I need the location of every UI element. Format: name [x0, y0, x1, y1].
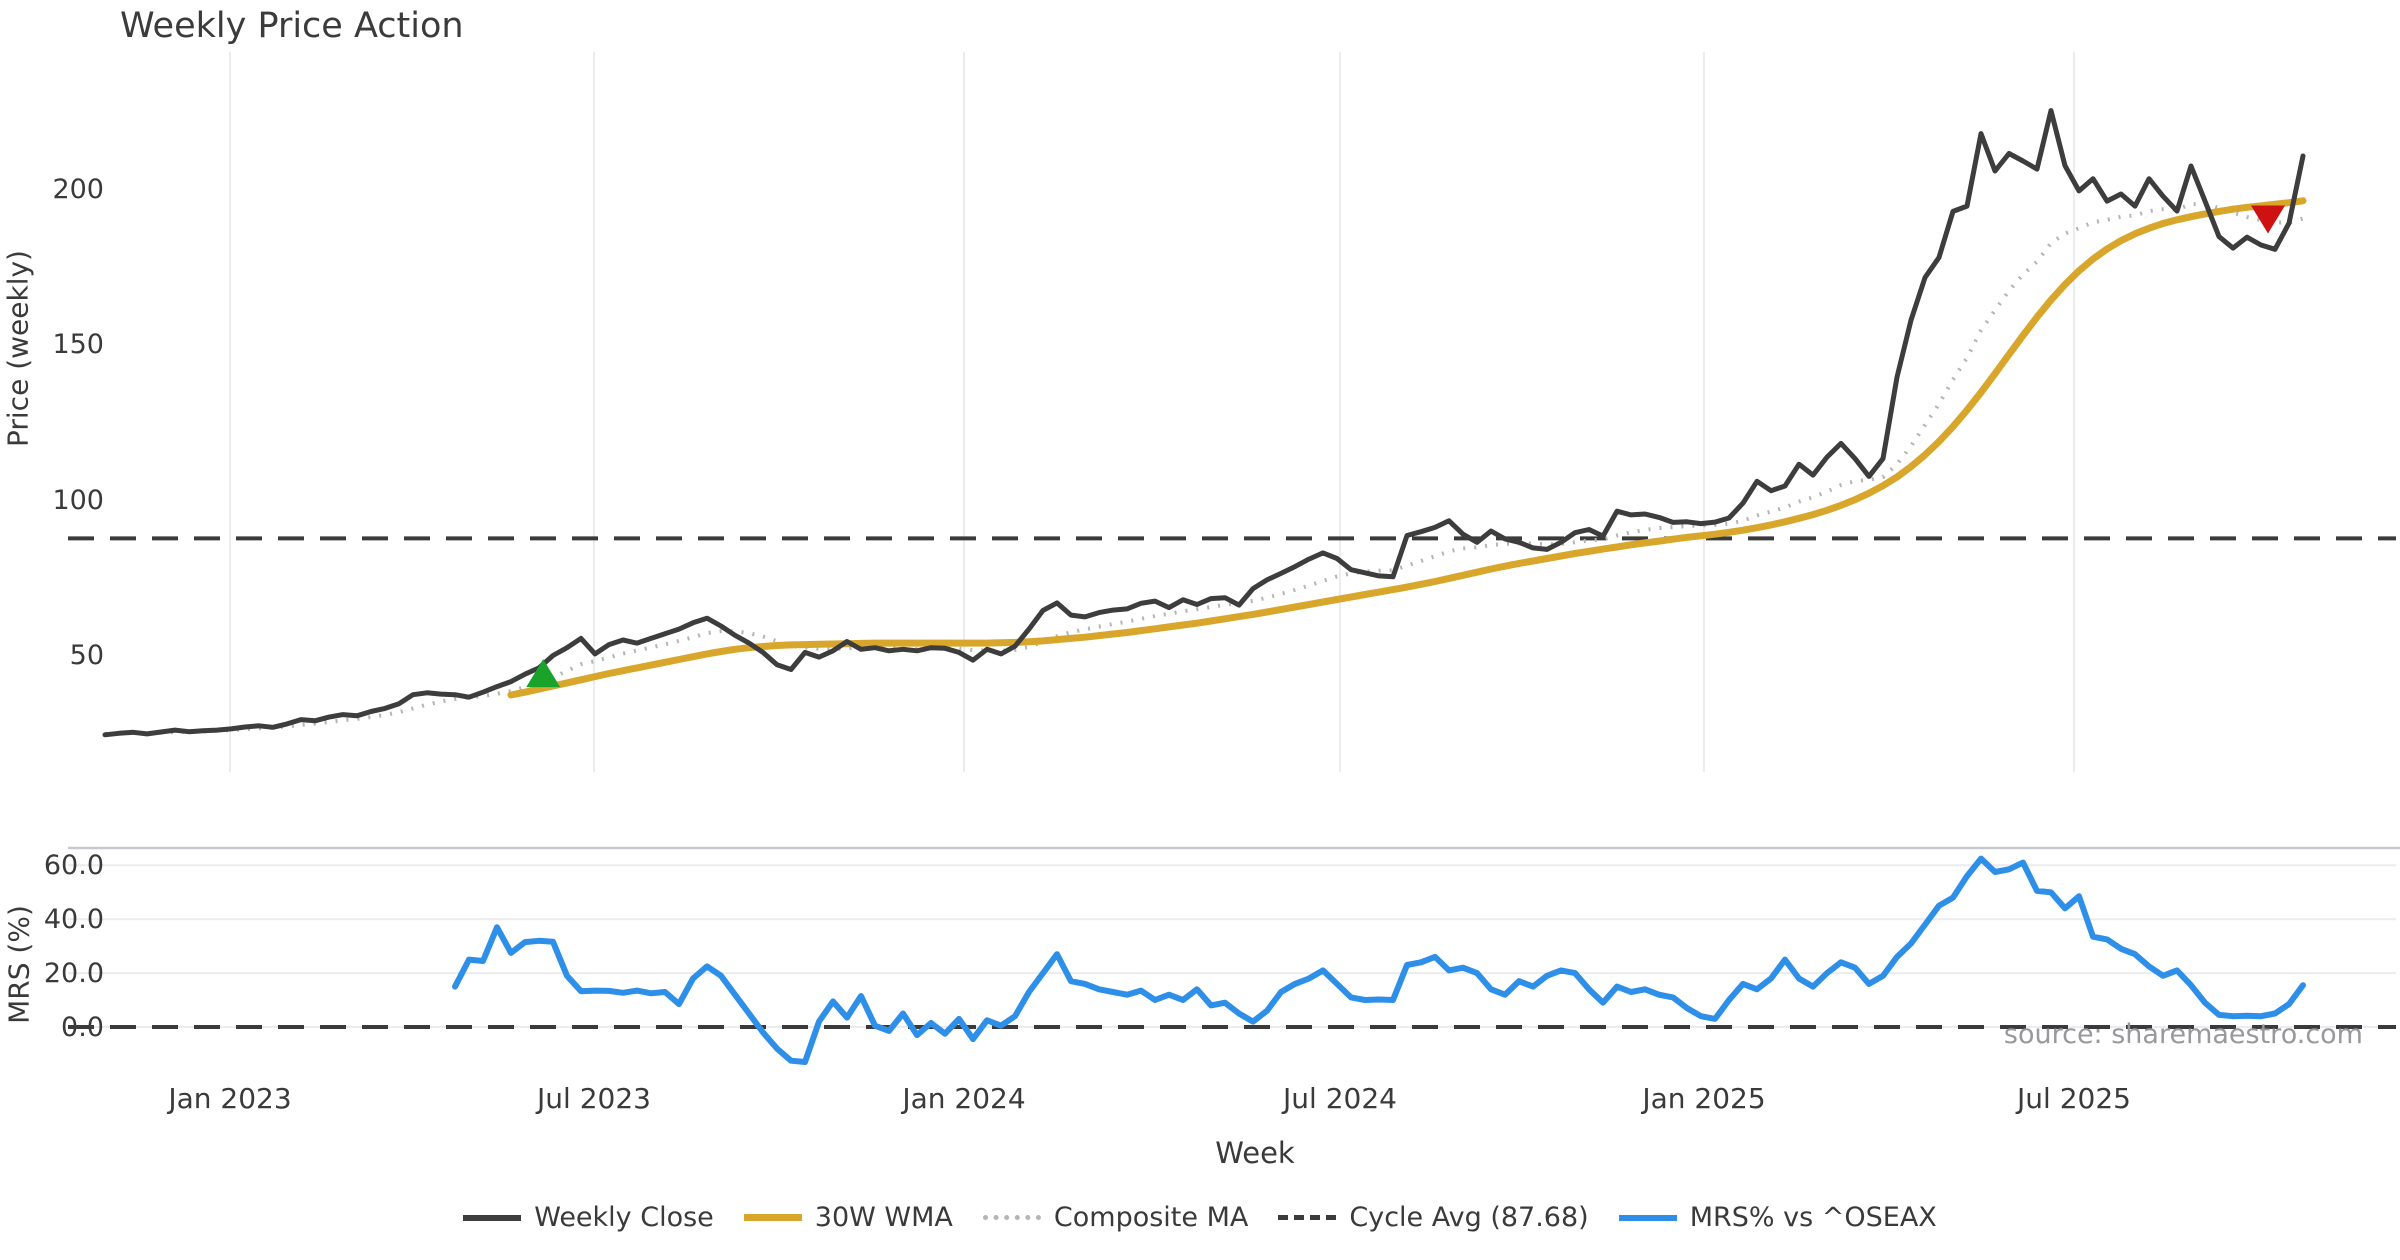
legend-item-composite-ma: Composite MA: [982, 1202, 1249, 1233]
buy-marker-icon: [526, 659, 561, 688]
mrs-line: [452, 855, 2306, 1065]
xtick-jul-2023: Jul 2023: [537, 1082, 651, 1115]
wma-30w-line: [507, 197, 2307, 699]
cycle-avg-line-icon: [1278, 1215, 1337, 1220]
legend-item-30w-wma: 30W WMA: [743, 1202, 953, 1233]
price-ytick-50: 50: [69, 640, 104, 671]
xtick-jan-2023: Jan 2023: [168, 1082, 292, 1115]
mrs-ytick-0: 0.0: [61, 1012, 104, 1043]
legend-item-mrs: MRS% vs ^OSEAX: [1618, 1202, 1937, 1233]
wma-line-icon: [743, 1214, 802, 1221]
xtick-jan-2025: Jan 2025: [1642, 1082, 1766, 1115]
legend: Weekly Close 30W WMA Composite MA Cycle …: [0, 1202, 2400, 1233]
chart-title: Weekly Price Action: [120, 6, 464, 46]
legend-label: Weekly Close: [534, 1202, 714, 1233]
price-ytick-100: 100: [52, 485, 104, 516]
composite-ma-line-icon: [982, 1215, 1041, 1220]
legend-item-weekly-close: Weekly Close: [463, 1202, 714, 1233]
x-axis-label: Week: [1215, 1136, 1295, 1170]
legend-label: Composite MA: [1053, 1202, 1249, 1233]
price-ytick-200: 200: [52, 174, 104, 205]
xtick-jan-2024: Jan 2024: [902, 1082, 1026, 1115]
weekly-close-line-icon: [463, 1214, 522, 1221]
sell-marker-icon: [2251, 205, 2285, 234]
mrs-ytick-40: 40.0: [43, 904, 104, 935]
xtick-jul-2024: Jul 2024: [1283, 1082, 1397, 1115]
legend-label: MRS% vs ^OSEAX: [1689, 1202, 1937, 1233]
legend-item-cycle-avg: Cycle Avg (87.68): [1278, 1202, 1589, 1233]
legend-label: 30W WMA: [814, 1202, 953, 1233]
legend-label: Cycle Avg (87.68): [1349, 1202, 1589, 1233]
xtick-jul-2025: Jul 2025: [2017, 1082, 2131, 1115]
mrs-line-icon: [1618, 1214, 1677, 1221]
weekly-close-line: [102, 108, 2306, 738]
mrs-ytick-60: 60.0: [43, 850, 104, 881]
mrs-ytick-20: 20.0: [43, 958, 104, 989]
source-note: source: sharemaestro.com: [2003, 1019, 2363, 1050]
composite-ma-line: [104, 201, 2304, 736]
price-ytick-150: 150: [52, 329, 104, 360]
